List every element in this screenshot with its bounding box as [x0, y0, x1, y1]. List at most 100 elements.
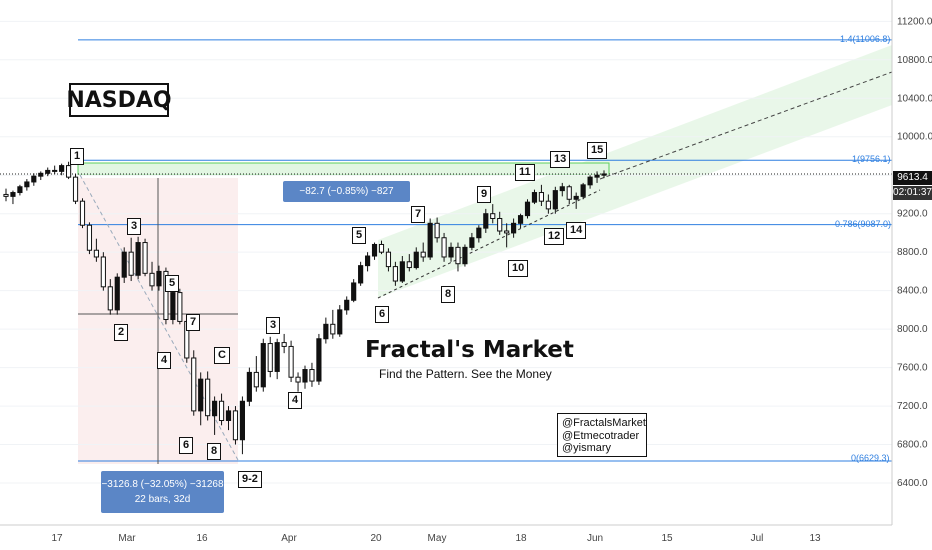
candle-body: [323, 323, 329, 340]
candle: [59, 163, 65, 176]
candle-body: [288, 345, 294, 378]
measure-down-change: −3126.8 (−32.05%) −31268: [101, 479, 224, 490]
candle: [142, 238, 148, 277]
candle: [246, 367, 252, 407]
candle: [448, 242, 454, 262]
time-tick-label: Jun: [587, 533, 603, 544]
candle-body: [545, 200, 551, 210]
wave-label: 5: [165, 275, 180, 292]
candle: [531, 189, 538, 205]
measure-up-label: −82.7 (−0.85%) −827: [283, 181, 410, 202]
candle: [504, 223, 510, 248]
candle: [559, 182, 565, 197]
wave-label: 15: [587, 142, 608, 159]
wave-label: 14: [566, 222, 587, 239]
candle-body: [455, 246, 461, 265]
countdown-tag: 02:01:37: [893, 186, 932, 200]
price-tick-label: 9200.0: [897, 209, 928, 220]
candle-body: [281, 342, 287, 347]
candle: [198, 372, 204, 426]
social-handles: @FractalsMarket @Etmecotrader @yismary: [557, 413, 647, 457]
candle: [364, 252, 371, 272]
candle: [462, 244, 468, 267]
candle-body: [302, 369, 308, 383]
candle-body: [128, 251, 134, 276]
candle-body: [93, 249, 99, 258]
candle-body: [490, 213, 496, 220]
candle: [170, 288, 176, 325]
candle-body: [351, 282, 357, 301]
candle: [149, 261, 155, 291]
last-price-tag: 9613.4: [893, 171, 932, 185]
candle: [267, 336, 273, 378]
candle: [330, 309, 336, 339]
candle-body: [114, 276, 120, 311]
handle: @Etmecotrader: [562, 429, 640, 442]
channel-base: [377, 189, 601, 299]
candle-body: [538, 192, 545, 202]
candle: [239, 396, 246, 455]
brand-tagline: Find the Pattern. See the Money: [379, 367, 552, 381]
wave-label: 5: [352, 227, 367, 244]
candle-body: [59, 165, 65, 172]
candle-body: [580, 184, 586, 197]
candle: [441, 232, 447, 262]
price-tick-label: 11200.0: [897, 16, 932, 27]
candle-body: [218, 400, 225, 422]
candle: [371, 242, 378, 260]
time-tick-label: 18: [515, 533, 527, 544]
candle: [309, 362, 315, 387]
candle: [573, 192, 579, 209]
candle-body: [100, 256, 106, 288]
candle-body: [10, 192, 16, 197]
fib-label: 0(6629.3): [851, 453, 890, 463]
wave-label: 8: [207, 443, 222, 460]
candle-body: [267, 343, 273, 372]
candle: [545, 194, 551, 214]
candle: [114, 273, 120, 315]
candle-body: [316, 338, 322, 382]
candle: [601, 170, 607, 179]
candle-body: [476, 227, 482, 239]
candle-body: [420, 251, 426, 258]
candle-body: [434, 222, 440, 239]
price-tick-label: 8000.0: [897, 324, 928, 335]
candle: [17, 184, 23, 196]
candle-body: [31, 175, 37, 183]
chart-title: NASDAQ: [66, 83, 172, 117]
price-tick-label: 10800.0: [897, 55, 932, 66]
candle: [413, 247, 419, 270]
candle-body: [427, 222, 433, 258]
fib-label: 0.786(9087.0): [835, 219, 892, 229]
candle-body: [559, 186, 565, 192]
candle: [225, 406, 232, 431]
candle: [52, 165, 58, 175]
candle-body: [531, 192, 538, 203]
candle-body: [156, 270, 162, 287]
candle: [378, 240, 385, 255]
wave-label: 9: [477, 186, 492, 203]
candles: [3, 161, 607, 455]
price-tick-label: 10400.0: [897, 93, 932, 104]
candle-body: [601, 173, 607, 176]
candle: [31, 173, 37, 186]
wave-label: 10: [508, 260, 529, 277]
candle: [455, 242, 461, 272]
candle: [191, 350, 197, 416]
candle: [427, 218, 433, 260]
candle: [135, 236, 141, 280]
candle-body: [497, 218, 503, 232]
candle: [281, 333, 287, 354]
candle-body: [309, 369, 315, 382]
candle: [337, 305, 343, 337]
candle: [65, 161, 72, 180]
candle: [392, 261, 398, 286]
handle: @yismary: [562, 442, 612, 454]
candle: [538, 184, 545, 206]
candle: [580, 182, 586, 200]
candle: [295, 372, 301, 392]
candle-body: [552, 190, 558, 210]
candle: [490, 204, 496, 224]
time-tick-label: Mar: [118, 533, 136, 544]
candle: [358, 261, 364, 286]
